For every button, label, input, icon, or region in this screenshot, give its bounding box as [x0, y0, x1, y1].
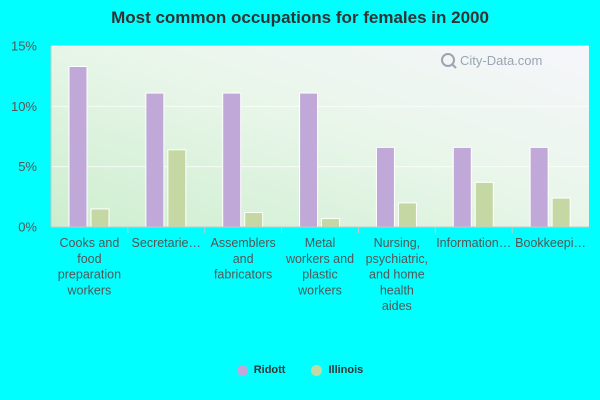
x-category-label: Secretarie… — [132, 236, 201, 250]
watermark-text: City-Data.com — [460, 53, 542, 68]
bar-illinois-4[interactable] — [397, 202, 417, 228]
bar-illinois-6[interactable] — [551, 197, 571, 228]
legend-swatch-ridott — [236, 364, 248, 376]
bar-illinois-5[interactable] — [474, 181, 494, 228]
bar-ridott-3[interactable] — [299, 92, 319, 228]
legend: Ridott Illinois — [0, 364, 600, 376]
bar-illinois-1[interactable] — [167, 149, 187, 228]
bar-ridott-5[interactable] — [452, 146, 472, 228]
bar-ridott-6[interactable] — [529, 146, 549, 228]
legend-swatch-illinois — [311, 364, 323, 376]
legend-label-ridott: Ridott — [253, 364, 286, 376]
chart-title: Most common occupations for females in 2… — [111, 8, 489, 27]
y-tick-label: 0% — [18, 220, 37, 235]
y-tick-label: 10% — [11, 99, 37, 114]
x-category-label: Nursing, psychiatric, and home health aides — [366, 236, 429, 313]
bar-illinois-0[interactable] — [90, 208, 110, 228]
x-category-label: Assemblers and fabricators — [210, 236, 275, 282]
x-category-label: Cooks and food preparation workers — [58, 236, 121, 297]
bar-ridott-2[interactable] — [222, 92, 242, 228]
x-category-label: Bookkeepi… — [515, 236, 586, 250]
bar-ridott-1[interactable] — [145, 92, 165, 228]
bar-ridott-4[interactable] — [375, 146, 395, 228]
x-category-label: Information… — [436, 236, 511, 250]
bar-ridott-0[interactable] — [68, 66, 88, 228]
watermark: City-Data.com — [441, 53, 542, 69]
legend-item-ridott: Ridott — [236, 364, 286, 376]
plot-area — [51, 46, 589, 227]
legend-label-illinois: Illinois — [328, 364, 364, 376]
bar-illinois-3[interactable] — [321, 218, 341, 228]
y-tick-label: 15% — [11, 39, 37, 54]
x-category-label: Metal workers and plastic workers — [285, 236, 354, 297]
bar-illinois-2[interactable] — [244, 212, 264, 228]
y-tick-label: 5% — [18, 159, 37, 174]
legend-item-illinois: Illinois — [311, 364, 363, 376]
